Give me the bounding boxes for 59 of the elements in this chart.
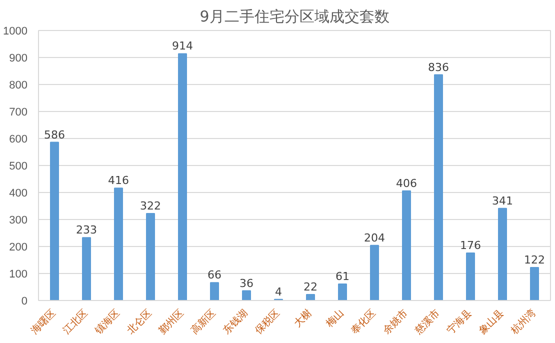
y-tick-label: 100 (9, 268, 28, 280)
data-label: 322 (140, 200, 161, 213)
bar (370, 244, 379, 300)
y-tick-label: 400 (9, 188, 28, 200)
x-tick-label: 江北区 (60, 306, 90, 337)
y-tick-label: 800 (9, 80, 28, 92)
x-tick-label: 慈溪市 (412, 306, 442, 338)
x-tick-label: 象山县 (476, 306, 506, 337)
x-tick-label: 东钱湖 (220, 306, 250, 337)
x-tick-label: 海曙区 (28, 306, 58, 337)
data-label: 22 (304, 280, 318, 294)
x-tick-label: 北仑区 (124, 306, 154, 337)
bar (466, 252, 475, 300)
bar (146, 213, 155, 300)
bar (242, 290, 251, 300)
bar (434, 74, 443, 300)
bar (178, 53, 187, 300)
y-tick-label: 1000 (3, 26, 28, 38)
chart-title: 9月二手住宅分区域成交套数 (200, 8, 390, 26)
data-label: 176 (460, 238, 481, 252)
data-label: 586 (44, 128, 65, 142)
x-tick-label: 余姚市 (380, 306, 410, 337)
bar (402, 190, 411, 300)
y-tick-label: 500 (9, 160, 28, 172)
y-tick-label: 700 (9, 106, 28, 118)
data-label: 836 (428, 60, 449, 74)
data-label: 341 (492, 194, 513, 208)
data-label: 204 (364, 231, 385, 244)
data-label: 61 (336, 270, 350, 284)
x-tick-label: 杭州湾 (508, 306, 538, 338)
bar (498, 208, 507, 300)
x-tick-label: 梅山 (323, 306, 346, 330)
y-tick-label: 900 (9, 52, 28, 64)
x-tick-label: 高新区 (188, 306, 218, 337)
bar (306, 294, 315, 300)
data-label: 406 (396, 176, 417, 190)
data-label: 66 (208, 268, 222, 282)
x-tick-label: 奉化区 (348, 306, 378, 337)
x-tick-label: 镇海区 (92, 306, 122, 338)
data-label: 233 (76, 224, 97, 237)
bar (338, 284, 347, 300)
x-tick-label: 保税区 (252, 306, 282, 337)
y-tick-label: 600 (9, 134, 28, 146)
bar (114, 188, 123, 300)
x-tick-label: 宁海县 (444, 306, 474, 337)
data-label: 36 (240, 276, 254, 290)
bar (82, 237, 91, 300)
bar (50, 142, 59, 300)
data-label: 122 (524, 254, 545, 267)
bar (530, 267, 539, 300)
bar (210, 282, 219, 300)
x-tick-label: 鄞州区 (156, 306, 186, 337)
x-tick-label: 大榭 (292, 306, 314, 330)
y-tick-label: 300 (9, 214, 28, 226)
y-tick-label: 200 (9, 242, 28, 254)
data-label: 914 (172, 40, 193, 53)
data-label: 4 (275, 285, 282, 298)
data-label: 416 (108, 174, 129, 188)
y-tick-label: 0 (21, 296, 28, 308)
